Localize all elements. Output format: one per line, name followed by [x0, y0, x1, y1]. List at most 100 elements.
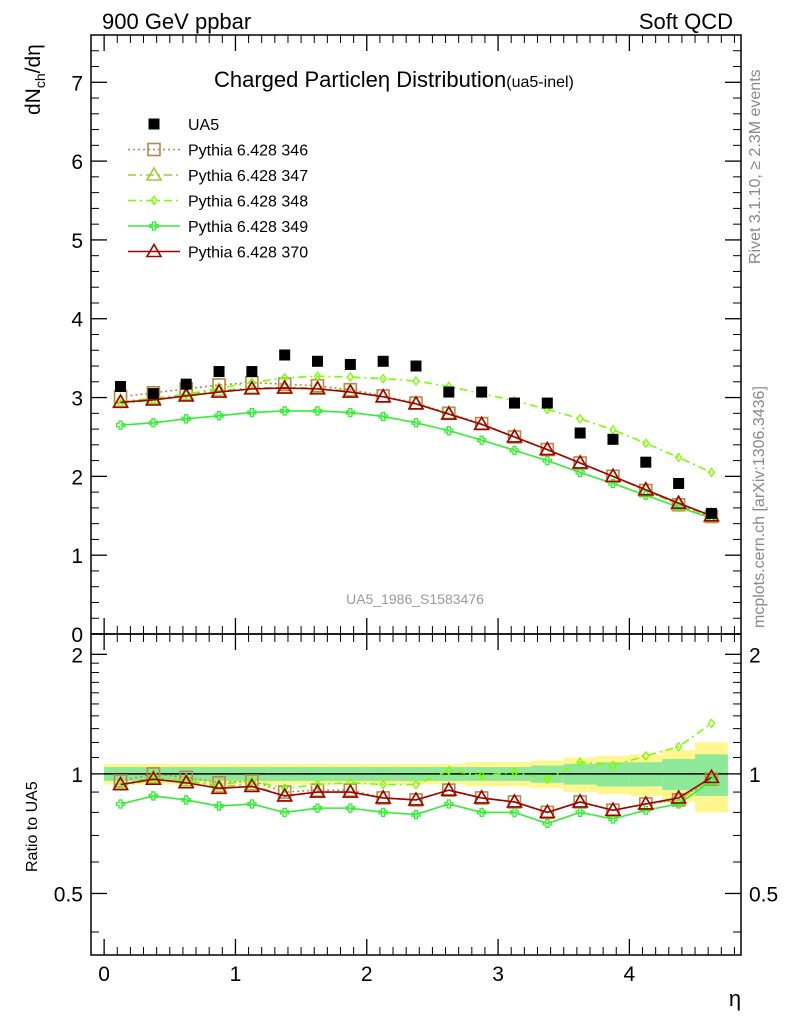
series-point-5 [112, 393, 129, 409]
legend-marker [147, 142, 161, 157]
series-point-5 [506, 428, 523, 443]
ratio-point-5 [407, 791, 425, 806]
ratio-point-5 [144, 770, 162, 785]
ratio-tick-label-right: 0.5 [749, 883, 778, 906]
series-point-4 [444, 426, 454, 436]
series-point-4 [542, 455, 552, 466]
ratio-point-2 [243, 775, 261, 791]
ratio-tick-label: 2 [71, 644, 83, 667]
data-point [344, 358, 356, 370]
series-point-5 [243, 380, 261, 395]
ratio-point-4 [280, 807, 290, 818]
ratio-point-4 [181, 795, 191, 805]
data-point [246, 366, 258, 378]
legend-marker [149, 221, 159, 231]
ratio-point-3 [149, 774, 158, 785]
series-point-4 [477, 435, 487, 445]
ratio-point-5 [177, 774, 195, 789]
ratio-point-4 [509, 807, 520, 818]
data-point [541, 397, 553, 409]
series-point-3 [576, 413, 584, 424]
data-point [673, 477, 685, 489]
ratio-point-3 [543, 774, 552, 785]
ratio-point-5 [276, 787, 294, 802]
data-point [410, 360, 422, 372]
series-point-5 [309, 380, 326, 395]
ratio-tick-label-right: 2 [749, 644, 761, 667]
series-line-1 [120, 381, 712, 518]
series-point-5 [177, 387, 195, 402]
series-point-4 [148, 418, 159, 428]
ratio-panel: 0 1 2 3 4 0.5 0.5 1 1 2 2 [54, 633, 778, 986]
legend-marker [148, 118, 160, 130]
series-point-5 [210, 383, 228, 398]
ratio-point-3 [379, 779, 387, 790]
ratio-point-5 [341, 783, 359, 798]
data-point [115, 381, 127, 393]
ratio-point-5 [538, 803, 556, 819]
ratio-tick-label: 0.5 [54, 883, 83, 906]
legend-marker [145, 166, 163, 181]
ratio-tick-label: 1 [71, 764, 83, 787]
series-line-3 [120, 375, 712, 474]
series-point-4 [181, 414, 191, 424]
legend-label: Pythia 6.428 347 [188, 168, 308, 185]
ratio-point-5 [440, 781, 458, 796]
ratio-point-5 [309, 783, 326, 798]
series-point-5 [571, 454, 589, 469]
ratio-line-4 [120, 780, 712, 825]
series-point-5 [637, 481, 655, 496]
ratio-point-4 [444, 799, 454, 809]
ratio-point-2 [703, 770, 720, 785]
ratio-point-3 [510, 767, 519, 778]
series-point-4 [247, 407, 257, 418]
ratio-point-1 [277, 785, 292, 799]
x-tick-label: 3 [492, 963, 504, 986]
ratio-frame [90, 633, 742, 956]
ratio-point-5 [506, 793, 523, 808]
series-point-4 [214, 411, 224, 421]
ratio-point-4 [477, 807, 487, 818]
data-point [476, 386, 488, 398]
y-tick-label: 7 [71, 72, 83, 95]
ratio-point-5 [374, 789, 392, 804]
data-point [443, 386, 455, 398]
ratio-point-3 [313, 779, 322, 790]
ratio-point-2 [210, 777, 228, 793]
rivet-label: Rivet 3.1.10, ≥ 2.3M events [747, 69, 764, 264]
ratio-point-4 [148, 791, 159, 801]
ratio-point-3 [477, 770, 486, 781]
ratio-tick-label-right: 1 [749, 764, 761, 787]
x-tick-label: 2 [361, 963, 373, 986]
series-point-4 [345, 407, 355, 418]
series-point-5 [407, 395, 425, 410]
legend-label: Pythia 6.428 348 [188, 194, 308, 211]
series-point-5 [473, 415, 491, 431]
y-tick-label: 2 [71, 466, 83, 489]
legend-label: Pythia 6.428 346 [188, 143, 308, 160]
series-point-5 [341, 383, 359, 398]
ratio-point-3 [576, 757, 584, 768]
chart-title: Charged Particleη Distribution(ua5-inel) [214, 67, 574, 92]
ratio-point-3 [674, 741, 683, 752]
series-point-3 [346, 371, 355, 383]
ratio-point-4 [575, 807, 585, 818]
ratio-point-4 [641, 805, 651, 815]
series-point-5 [538, 440, 556, 456]
legend-label: Pythia 6.428 370 [188, 245, 308, 262]
series-line-4 [120, 410, 712, 519]
series-point-3 [674, 452, 683, 463]
ratio-point-4 [542, 818, 552, 829]
data-point [574, 427, 586, 439]
legend-marker [145, 242, 163, 258]
ratio-point-3 [707, 718, 716, 729]
ratio-point-3 [412, 779, 420, 790]
series-point-5 [276, 379, 294, 394]
series-point-3 [379, 373, 387, 384]
ratio-point-4 [115, 799, 126, 809]
y-tick-label: 6 [71, 151, 83, 174]
x-tick-label: 4 [624, 963, 636, 986]
x-tick-label: 1 [230, 963, 242, 986]
series-point-4 [312, 406, 323, 416]
legend: UA5 Pythia 6.428 346 Pythia 6.428 347 Pythi… [128, 117, 308, 262]
